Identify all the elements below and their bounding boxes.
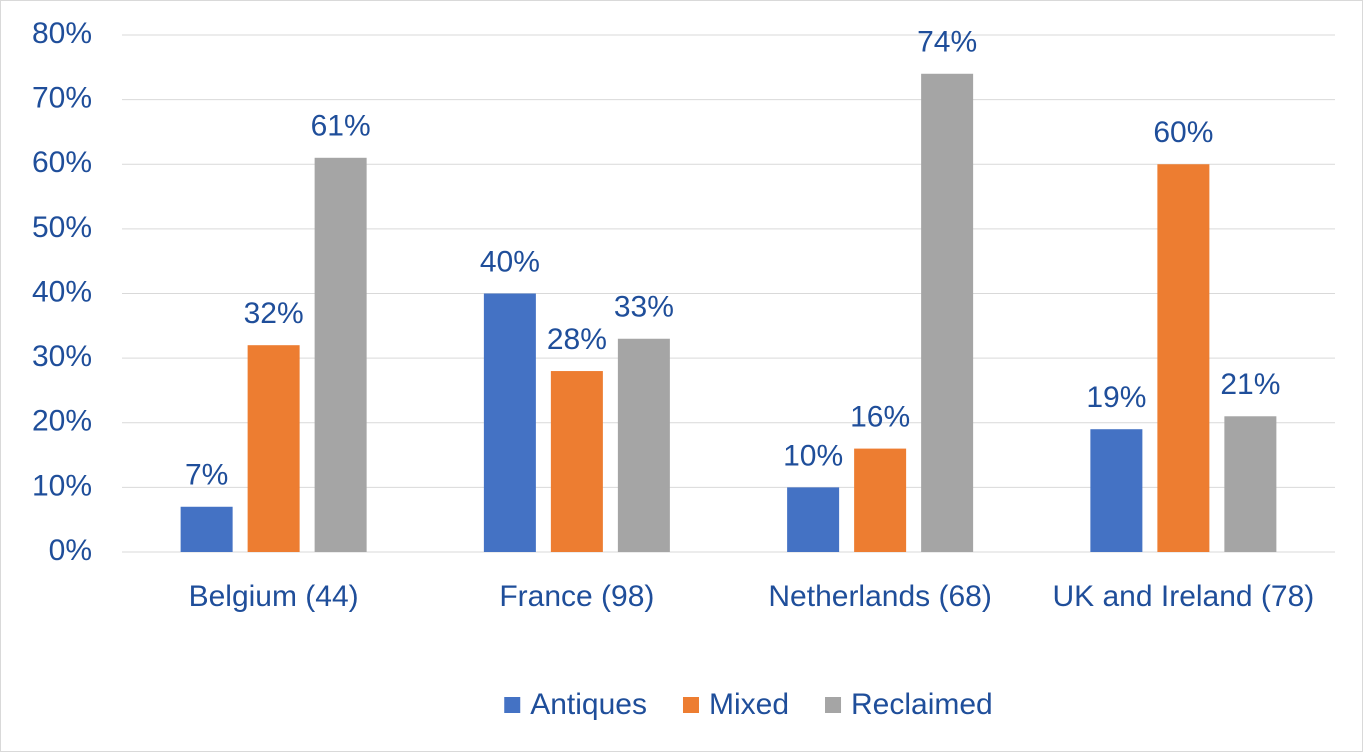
legend-label: Mixed xyxy=(709,688,789,721)
bar xyxy=(180,506,233,552)
data-label: 32% xyxy=(244,297,304,330)
legend-label: Reclaimed xyxy=(851,688,993,721)
bar xyxy=(1090,429,1143,552)
bar xyxy=(787,487,840,552)
data-label: 60% xyxy=(1153,116,1213,149)
bar xyxy=(1224,416,1277,552)
y-tick-label: 10% xyxy=(32,469,92,502)
bar xyxy=(550,371,603,552)
bar xyxy=(483,293,536,552)
x-tick-label: Belgium (44) xyxy=(189,580,359,613)
y-tick-label: 60% xyxy=(32,146,92,179)
y-tick-label: 80% xyxy=(32,17,92,50)
data-label: 7% xyxy=(185,459,228,492)
data-label: 21% xyxy=(1220,368,1280,401)
data-label: 33% xyxy=(614,291,674,324)
y-tick-label: 50% xyxy=(32,211,92,244)
y-tick-label: 0% xyxy=(49,534,92,567)
bar xyxy=(1157,164,1210,552)
y-tick-label: 30% xyxy=(32,340,92,373)
legend-label: Antiques xyxy=(530,688,647,721)
data-label: 16% xyxy=(850,401,910,434)
data-label: 10% xyxy=(783,439,843,472)
y-tick-label: 40% xyxy=(32,275,92,308)
data-label: 19% xyxy=(1086,381,1146,414)
x-tick-label: UK and Ireland (78) xyxy=(1052,580,1314,613)
data-label: 74% xyxy=(917,26,977,59)
legend-swatch xyxy=(504,697,521,713)
bar xyxy=(854,448,907,552)
data-label: 40% xyxy=(480,245,540,278)
x-tick-label: Netherlands (68) xyxy=(768,580,991,613)
data-label: 28% xyxy=(547,323,607,356)
bar xyxy=(314,157,367,552)
y-tick-label: 20% xyxy=(32,405,92,438)
x-tick-label: France (98) xyxy=(499,580,654,613)
bar xyxy=(617,338,670,552)
data-label: 61% xyxy=(311,110,371,143)
bar xyxy=(921,73,974,553)
legend-swatch xyxy=(825,697,842,713)
y-tick-label: 70% xyxy=(32,82,92,115)
legend-swatch xyxy=(682,697,699,713)
bar xyxy=(247,345,300,552)
